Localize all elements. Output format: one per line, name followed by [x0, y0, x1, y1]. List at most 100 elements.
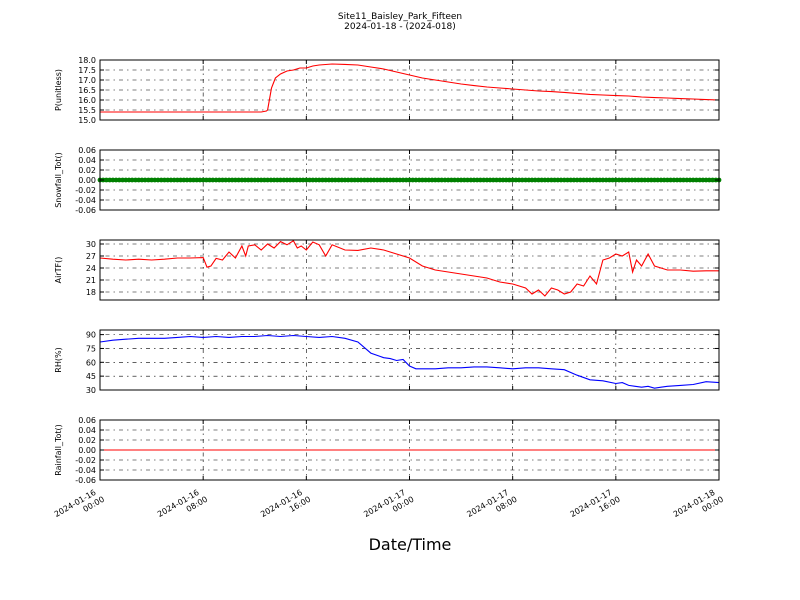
y-tick-label-p-2: 16.0	[78, 96, 96, 105]
data-point	[129, 177, 135, 183]
data-point	[142, 177, 148, 183]
series-line-p	[100, 63, 720, 113]
panel-rh: 30 45 60 75 90 RH(%)	[54, 329, 720, 395]
panel-p: 15.015.516.016.517.017.518.0 P(unitless)	[54, 56, 720, 125]
y-tick-label-rainfall-3: 0.00	[78, 446, 96, 455]
y-tick-label-rh-4: 90	[86, 331, 96, 340]
data-point	[384, 177, 390, 183]
data-point	[249, 177, 254, 183]
data-point	[397, 177, 403, 183]
y-tick-label-p-3: 16.5	[78, 86, 96, 95]
data-point	[439, 177, 445, 183]
data-point	[681, 177, 686, 183]
y-tick-label-p-6: 18.0	[78, 56, 96, 65]
data-point	[478, 177, 483, 183]
data-point	[303, 177, 309, 183]
panel-airtf: 18 21 24 27 30 AirTF()	[54, 239, 720, 301]
data-point	[613, 177, 619, 183]
series-line-rh	[99, 334, 720, 389]
data-point	[278, 177, 283, 183]
data-point	[184, 177, 190, 183]
y-axis-label-airtf: AirTF()	[54, 257, 63, 284]
data-point	[706, 177, 712, 183]
y-axis-label-p: P(unitless)	[54, 69, 63, 111]
x-tick-label-6: 2024-01-1800:00	[672, 486, 725, 528]
y-tick-label-rainfall-0: -0.06	[75, 476, 96, 485]
data-point	[465, 177, 470, 183]
x-tick-label-2: 2024-01-1616:00	[259, 486, 312, 528]
y-tick-label-rh-2: 60	[86, 358, 96, 367]
series-line-airtf	[99, 240, 719, 297]
y-tick-label-airtf-3: 27	[86, 252, 96, 261]
y-tick-label-p-0: 15.0	[78, 116, 96, 125]
y-tick-label-rainfall-4: 0.02	[78, 436, 96, 445]
x-axis-label: Date/Time	[369, 535, 452, 554]
data-point	[168, 177, 174, 183]
data-point	[507, 177, 512, 183]
y-tick-label-airtf-2: 24	[86, 264, 96, 273]
data-point	[600, 177, 606, 183]
data-point	[413, 177, 419, 183]
x-tick-label-0: 2024-01-1600:00	[53, 486, 106, 528]
y-tick-label-airtf-4: 30	[86, 240, 96, 249]
x-tick-label-5: 2024-01-1716:00	[569, 486, 622, 528]
chart-title: Site11_Baisley_Park_Fifteen	[338, 12, 462, 22]
data-point	[655, 177, 661, 183]
data-point	[291, 177, 296, 183]
x-axis-ticks: 2024-01-1600:00 2024-01-1608:00 2024-01-16…	[53, 486, 725, 528]
y-tick-label-rainfall-1: -0.04	[75, 466, 96, 475]
data-point	[223, 177, 229, 183]
data-point	[236, 177, 242, 183]
data-point	[332, 177, 338, 183]
y-axis-label-rainfall: Rainfall_Tot()	[54, 424, 63, 476]
y-tick-label-rh-3: 75	[86, 344, 96, 353]
y-tick-label-rainfall-6: 0.06	[78, 416, 96, 425]
data-point	[210, 177, 216, 183]
y-tick-label-airtf-0: 18	[86, 288, 96, 297]
data-point	[116, 177, 122, 183]
x-tick-label-1: 2024-01-1608:00	[156, 486, 209, 528]
data-point	[642, 177, 648, 183]
panel-snowfall: -0.06-0.04-0.020.000.020.040.06 Snowfall_…	[54, 146, 722, 215]
y-tick-label-snowfall-0: -0.06	[75, 206, 96, 215]
data-point	[587, 177, 593, 183]
data-point	[494, 177, 499, 183]
y-axis-label-snowfall: Snowfall_Tot()	[54, 152, 63, 208]
y-tick-label-snowfall-6: 0.06	[78, 146, 96, 155]
y-tick-label-snowfall-1: -0.04	[75, 196, 96, 205]
data-point	[558, 177, 564, 183]
data-point	[371, 177, 377, 183]
x-tick-label-4: 2024-01-1708:00	[465, 486, 518, 528]
data-point	[197, 177, 203, 183]
data-point	[452, 177, 457, 183]
y-tick-label-rainfall-2: -0.02	[75, 456, 96, 465]
chart-panels: 15.015.516.016.517.017.518.0 P(unitless) -…	[54, 56, 722, 485]
data-point	[694, 177, 699, 183]
y-tick-label-airtf-1: 21	[86, 276, 96, 285]
y-tick-label-snowfall-3: 0.00	[78, 176, 96, 185]
y-tick-label-snowfall-4: 0.02	[78, 166, 96, 175]
data-point	[316, 177, 322, 183]
data-point	[265, 177, 270, 183]
y-tick-label-rh-1: 45	[86, 372, 96, 381]
data-point	[519, 177, 525, 183]
y-tick-label-snowfall-5: 0.04	[78, 156, 96, 165]
data-point	[426, 177, 432, 183]
data-point	[545, 177, 551, 183]
y-tick-label-snowfall-2: -0.02	[75, 186, 96, 195]
data-point	[358, 177, 364, 183]
y-tick-label-rainfall-5: 0.04	[78, 426, 96, 435]
y-tick-label-p-1: 15.5	[78, 106, 96, 115]
x-tick-label-3: 2024-01-1700:00	[362, 486, 415, 528]
y-tick-label-rh-0: 30	[86, 386, 96, 395]
y-tick-label-p-4: 17.0	[78, 76, 96, 85]
data-point	[626, 177, 632, 183]
data-point	[532, 177, 538, 183]
panel-rainfall: -0.06-0.04-0.020.000.020.040.06 Rainfall_…	[54, 416, 720, 485]
data-point	[155, 177, 161, 183]
chart-subtitle: 2024-01-18 - (2024-018)	[344, 22, 456, 32]
y-tick-label-p-5: 17.5	[78, 66, 96, 75]
data-point	[574, 177, 580, 183]
data-point	[104, 177, 109, 183]
